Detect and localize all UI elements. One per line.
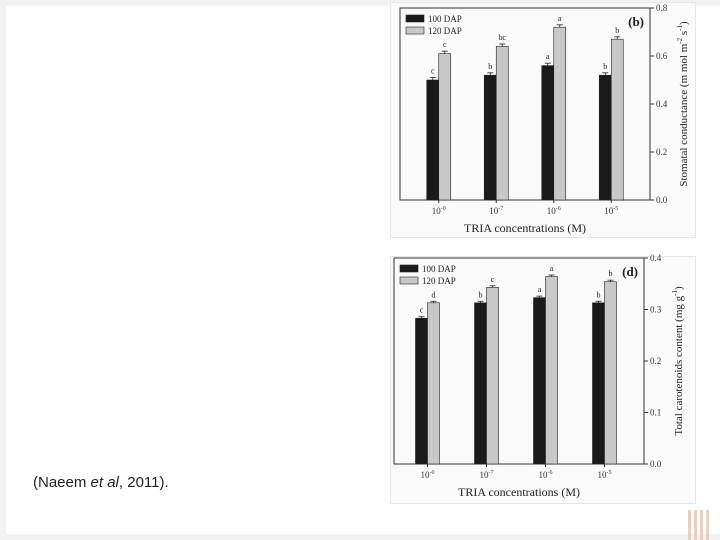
y-tick-label: 0.4 bbox=[650, 254, 662, 263]
bar bbox=[553, 26, 567, 201]
slide-decoration bbox=[688, 510, 712, 540]
x-tick-label: 10-6 bbox=[539, 470, 553, 480]
bar bbox=[438, 53, 452, 201]
x-tick-label: 10-0 bbox=[421, 470, 435, 480]
bar bbox=[495, 46, 509, 201]
bar bbox=[541, 65, 555, 201]
y-axis-label: Stomatal conductance (m mol m-2 s-1) bbox=[676, 21, 690, 187]
slide-frame-top bbox=[0, 0, 720, 6]
y-tick-label: 0.3 bbox=[650, 305, 662, 315]
citation-prefix: (Naeem bbox=[33, 474, 91, 491]
significance-letter: a bbox=[558, 14, 562, 23]
significance-letter: c bbox=[443, 40, 447, 49]
legend-label: 120 DAP bbox=[428, 26, 462, 36]
y-tick-label: 0.2 bbox=[656, 147, 667, 157]
bar bbox=[545, 276, 558, 465]
citation-suffix: , 2011). bbox=[118, 474, 169, 491]
bar bbox=[483, 74, 497, 201]
bar bbox=[415, 317, 428, 465]
significance-letter: c bbox=[431, 67, 435, 76]
significance-letter: b bbox=[609, 269, 613, 278]
x-tick-label: 10-0 bbox=[432, 206, 446, 216]
significance-letter: a bbox=[546, 52, 550, 61]
slide-frame-left bbox=[0, 0, 6, 540]
carotenoids-chart: 0.00.10.20.30.410-0cd10-7bc10-6aa10-5bb1… bbox=[393, 254, 685, 499]
bar bbox=[486, 287, 499, 465]
panel-label: (d) bbox=[622, 264, 638, 279]
y-tick-label: 0.0 bbox=[650, 459, 662, 469]
y-tick-label: 0.1 bbox=[650, 408, 661, 418]
y-tick-label: 0.6 bbox=[656, 51, 668, 61]
y-tick-label: 0.8 bbox=[656, 3, 668, 13]
panel-label: (b) bbox=[628, 14, 644, 29]
legend-swatch bbox=[405, 26, 425, 35]
significance-letter: bc bbox=[498, 33, 506, 42]
significance-letter: b bbox=[488, 62, 492, 71]
significance-letter: b bbox=[603, 62, 607, 71]
significance-letter: b bbox=[597, 290, 601, 299]
bar bbox=[426, 79, 440, 201]
x-tick-label: 10-7 bbox=[489, 206, 503, 216]
bar bbox=[427, 302, 440, 465]
y-tick-label: 0.4 bbox=[656, 99, 668, 109]
bar bbox=[592, 302, 605, 465]
bar bbox=[474, 302, 487, 465]
y-tick-label: 0.2 bbox=[650, 356, 661, 366]
y-axis-label: Total carotenoids content (mg g-1) bbox=[671, 286, 685, 436]
x-axis-label: TRIA concentrations (M) bbox=[458, 485, 580, 499]
citation-italic: et al bbox=[90, 474, 119, 491]
stomatal-conductance-chart: 0.0 0.2 0.4 0.6 0.8 10-0 c c 10-7 b bc 10-6 a a 10-5 b b… bbox=[399, 3, 690, 235]
significance-letter: b bbox=[479, 290, 483, 299]
significance-letter: a bbox=[550, 264, 554, 273]
bar bbox=[533, 297, 546, 465]
legend-label: 100 DAP bbox=[422, 264, 456, 274]
legend-label: 100 DAP bbox=[428, 14, 462, 24]
legend-label: 120 DAP bbox=[422, 276, 456, 286]
bar bbox=[604, 281, 617, 465]
x-tick-label: 10-7 bbox=[480, 470, 494, 480]
slide-frame-bottom bbox=[0, 534, 720, 540]
legend-swatch bbox=[405, 14, 425, 23]
x-tick-label: 10-5 bbox=[604, 206, 618, 216]
x-axis-label: TRIA concentrations (M) bbox=[464, 221, 586, 235]
citation: (Naeem et al, 2011). bbox=[33, 474, 169, 491]
legend-swatch bbox=[399, 276, 419, 285]
x-tick-label: 10-5 bbox=[598, 470, 612, 480]
legend-swatch bbox=[399, 264, 419, 273]
significance-letter: c bbox=[491, 275, 495, 284]
significance-letter: a bbox=[538, 285, 542, 294]
x-tick-label: 10-6 bbox=[547, 206, 561, 216]
significance-letter: b bbox=[615, 26, 619, 35]
bar bbox=[598, 74, 612, 201]
bar bbox=[610, 38, 624, 201]
significance-letter: d bbox=[432, 290, 436, 299]
y-tick-label: 0.0 bbox=[656, 195, 668, 205]
significance-letter: c bbox=[420, 306, 424, 315]
